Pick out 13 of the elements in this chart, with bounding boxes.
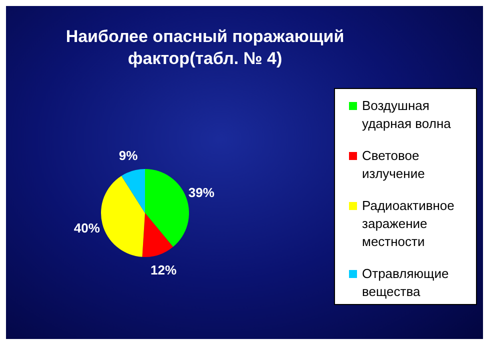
chart-title: Наиболее опасный поражающий фактор(табл. № 4) [64, 26, 346, 70]
pie-slice [142, 213, 174, 257]
legend-label: Радиоактивное заражение местности [362, 197, 456, 251]
data-label: 9% [118, 148, 138, 163]
legend-label: Воздушная ударная волна [362, 97, 452, 133]
data-label: 12% [150, 262, 177, 278]
pie-slice [121, 169, 145, 213]
pie-slice [145, 169, 189, 247]
legend-label: Отравляющие вещества [362, 265, 450, 301]
data-label: 40% [74, 220, 100, 236]
legend-label: Световое излучение [362, 147, 426, 183]
pie-slice [101, 176, 145, 257]
data-label: 39% [188, 185, 215, 200]
